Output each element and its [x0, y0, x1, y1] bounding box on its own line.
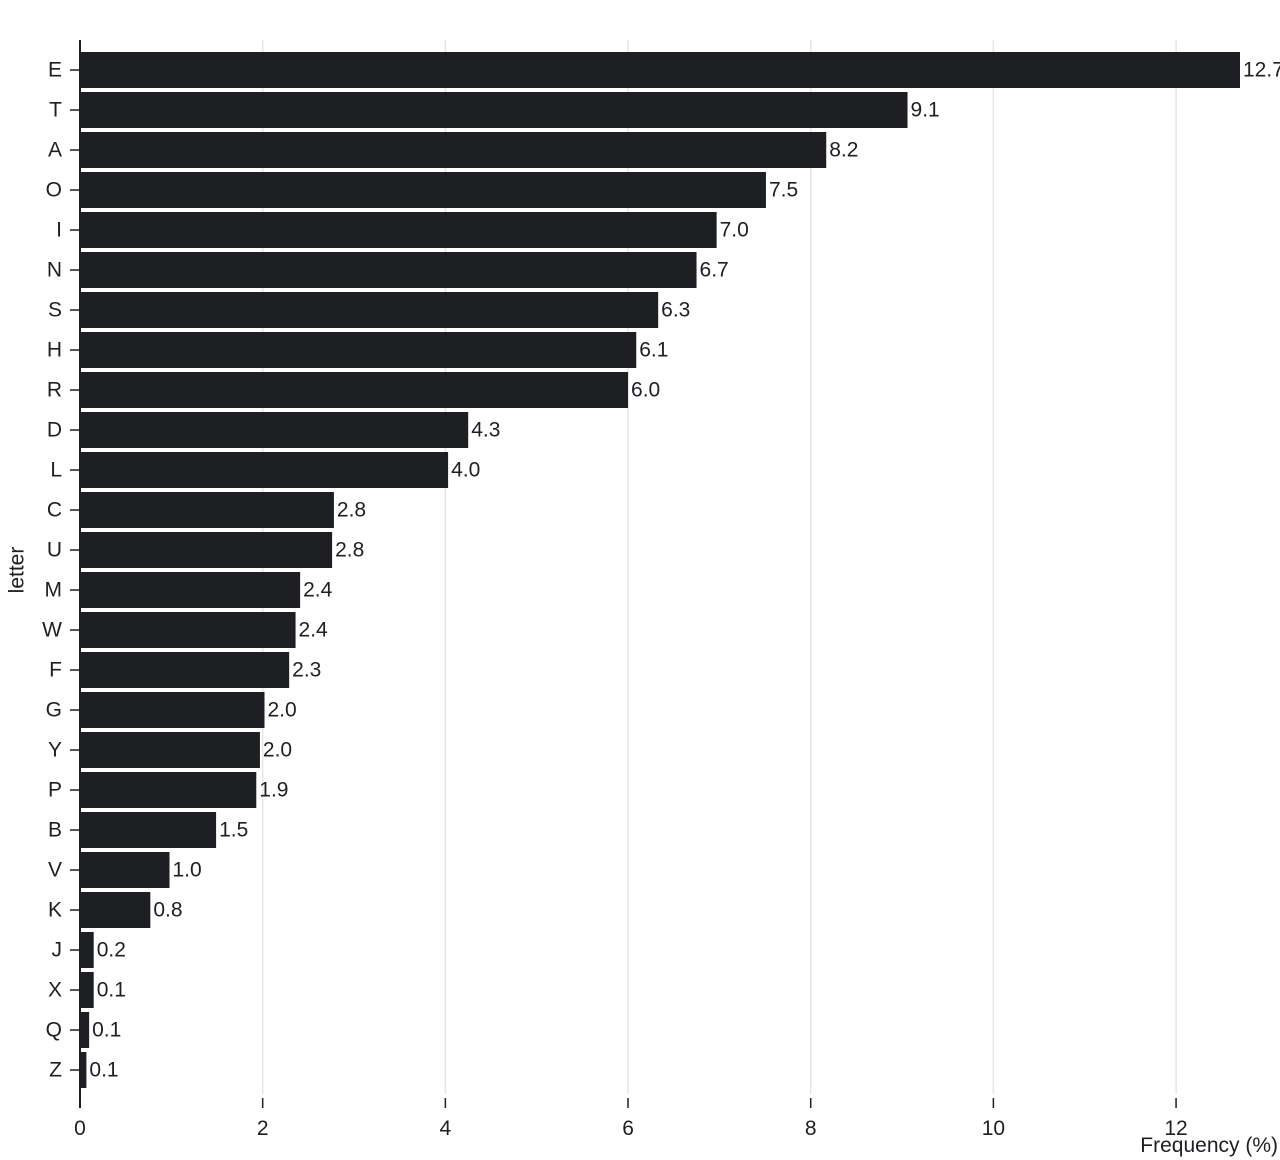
data-label: 6.7 — [700, 259, 729, 282]
bar-p — [80, 772, 257, 808]
bar-l — [80, 452, 449, 488]
bar-s — [80, 292, 659, 328]
bar-g — [80, 692, 265, 728]
data-label: 2.0 — [263, 739, 292, 762]
bar-q — [80, 1012, 90, 1048]
bar-z — [80, 1052, 87, 1088]
bar-h — [80, 332, 637, 368]
data-label: 4.0 — [451, 459, 480, 482]
data-label: 8.2 — [829, 139, 858, 162]
bar-v — [80, 852, 170, 888]
data-label: 2.4 — [299, 619, 329, 642]
data-label: 7.5 — [769, 179, 798, 202]
y-tick-label: P — [48, 779, 62, 802]
data-label: 7.0 — [720, 219, 749, 242]
x-tick-label: 12 — [1164, 1117, 1187, 1140]
bar-e — [80, 52, 1240, 88]
bar-j — [80, 932, 94, 968]
y-tick-label: H — [47, 339, 62, 362]
x-axis-title: Frequency (%) — [1140, 1134, 1278, 1157]
data-label: 2.8 — [335, 539, 364, 562]
y-tick-label: D — [47, 419, 62, 442]
y-tick-label: V — [48, 859, 62, 882]
data-label: 2.4 — [303, 579, 333, 602]
bar-o — [80, 172, 766, 208]
y-tick-label: K — [48, 899, 62, 922]
data-label: 1.0 — [173, 859, 202, 882]
y-tick-label: S — [48, 299, 62, 322]
data-label: 4.3 — [471, 419, 500, 442]
bar-w — [80, 612, 296, 648]
bar-u — [80, 532, 333, 568]
data-label: 0.2 — [97, 939, 126, 962]
y-tick-label: F — [49, 659, 62, 682]
y-tick-label: M — [45, 579, 63, 602]
data-label: 6.3 — [661, 299, 690, 322]
y-tick-label: G — [46, 699, 62, 722]
y-tick-label: Z — [49, 1059, 62, 1082]
y-tick-label: T — [49, 99, 62, 122]
data-label: 0.1 — [89, 1059, 118, 1082]
bar-i — [80, 212, 717, 248]
y-tick-label: N — [47, 259, 62, 282]
y-tick-label: R — [47, 379, 62, 402]
y-tick-label: Y — [48, 739, 62, 762]
data-label: 0.8 — [153, 899, 182, 922]
y-tick-label: O — [46, 179, 62, 202]
data-label: 2.8 — [337, 499, 366, 522]
bar-b — [80, 812, 217, 848]
bars — [80, 52, 1240, 1088]
x-tick-label: 4 — [440, 1117, 452, 1140]
y-tick-label: L — [50, 459, 62, 482]
bar-m — [80, 572, 301, 608]
bar-y — [80, 732, 260, 768]
data-label: 6.0 — [631, 379, 660, 402]
data-label: 9.1 — [911, 99, 940, 122]
data-label: 2.3 — [292, 659, 321, 682]
bar-n — [80, 252, 697, 288]
y-tick-label: X — [48, 979, 62, 1002]
x-tick-label: 2 — [257, 1117, 269, 1140]
data-label: 0.1 — [97, 979, 126, 1002]
x-tick-label: 10 — [982, 1117, 1005, 1140]
y-tick-label: J — [52, 939, 63, 962]
bar-a — [80, 132, 827, 168]
y-tick-label: U — [47, 539, 62, 562]
y-axis-title: letter — [6, 547, 29, 594]
y-tick-label: E — [48, 59, 62, 82]
x-tick-label: 8 — [805, 1117, 817, 1140]
data-label: 12.7 — [1243, 59, 1280, 82]
y-tick-label: A — [48, 139, 62, 162]
x-axis: 0 2 4 6 8 10 12 — [74, 1098, 1188, 1140]
data-label: 1.9 — [259, 779, 288, 802]
data-label: 2.0 — [268, 699, 297, 722]
bar-x — [80, 972, 94, 1008]
data-label: 6.1 — [639, 339, 668, 362]
bar-k — [80, 892, 151, 928]
data-label: 0.1 — [92, 1019, 121, 1042]
y-tick-label: I — [56, 219, 62, 242]
bar-r — [80, 372, 629, 408]
bar-t — [80, 92, 908, 128]
bar-f — [80, 652, 290, 688]
data-labels: 12.7 9.1 8.2 7.5 7.0 6.7 6.3 6.1 6.0 4.3 4.0 2.8 2.8… — [89, 59, 1280, 1082]
bar-c — [80, 492, 334, 528]
data-label: 1.5 — [219, 819, 248, 842]
x-tick-label: 0 — [74, 1117, 86, 1140]
y-tick-label: Q — [46, 1019, 62, 1042]
y-tick-label: B — [48, 819, 62, 842]
bar-d — [80, 412, 469, 448]
x-tick-label: 6 — [622, 1117, 634, 1140]
y-tick-label: C — [47, 499, 62, 522]
y-tick-label: W — [42, 619, 62, 642]
